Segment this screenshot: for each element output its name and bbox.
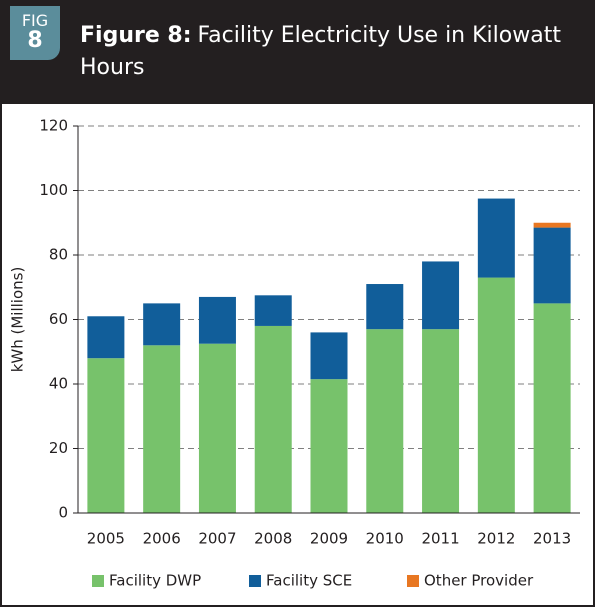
bar-segment	[533, 227, 571, 304]
bar-segment	[254, 295, 292, 326]
y-tick-label: 20	[49, 439, 68, 457]
y-tick-label: 40	[49, 375, 68, 393]
figure-badge: FIG 8	[10, 6, 60, 60]
bar-segment	[87, 316, 125, 359]
chart-title: Facility Electricity Use in Kilowatt Hou…	[80, 23, 561, 80]
y-axis-label: kWh (Millions)	[9, 267, 27, 373]
bar-segment	[198, 296, 236, 344]
y-tick-label: 120	[39, 117, 68, 135]
x-tick-label: 2012	[477, 530, 515, 548]
y-tick-label: 100	[39, 181, 68, 199]
bar-segment	[533, 303, 571, 513]
legend-swatch	[92, 575, 104, 587]
x-tick-label: 2008	[254, 530, 292, 548]
x-tick-label: 2005	[87, 530, 125, 548]
bar-segment	[198, 343, 236, 513]
bar-segment	[422, 329, 460, 513]
bar-segment	[477, 277, 515, 513]
bar-segment	[87, 358, 125, 513]
bar-segment	[422, 261, 460, 330]
x-tick-label: 2006	[143, 530, 181, 548]
y-tick-label: 60	[49, 310, 68, 328]
bar-segment	[254, 325, 292, 513]
x-tick-label: 2011	[421, 530, 459, 548]
badge-number: 8	[27, 28, 43, 53]
legend-swatch	[249, 575, 261, 587]
x-tick-label: 2007	[198, 530, 236, 548]
bar-segment	[533, 222, 571, 228]
legend-label: Facility DWP	[109, 572, 201, 590]
figure-header: FIG 8 Figure 8: Facility Electricity Use …	[2, 2, 593, 104]
bar-segment	[366, 329, 404, 513]
x-tick-label: 2010	[366, 530, 404, 548]
chart: 0 20 40 60 80 100 120 kWh (Millions) 2005 2006 200…	[9, 117, 580, 590]
bar-segment	[366, 284, 404, 330]
legend-swatch	[407, 575, 419, 587]
y-tick-label: 80	[49, 246, 68, 264]
bar-segment	[143, 345, 181, 513]
legend-label: Facility SCE	[266, 572, 352, 590]
chart-title-block: Figure 8: Facility Electricity Use in Kil…	[80, 20, 570, 84]
bar-segment	[477, 198, 515, 278]
legend-label: Other Provider	[424, 572, 534, 590]
x-tick-label: 2009	[310, 530, 348, 548]
x-tick-label: 2013	[533, 530, 571, 548]
badge-label: FIG	[21, 11, 49, 30]
y-tick-label: 0	[58, 504, 68, 522]
bar-segment	[143, 303, 181, 346]
title-label: Figure 8:	[80, 23, 192, 48]
bar-segment	[310, 379, 348, 513]
bar-segment	[310, 332, 348, 380]
